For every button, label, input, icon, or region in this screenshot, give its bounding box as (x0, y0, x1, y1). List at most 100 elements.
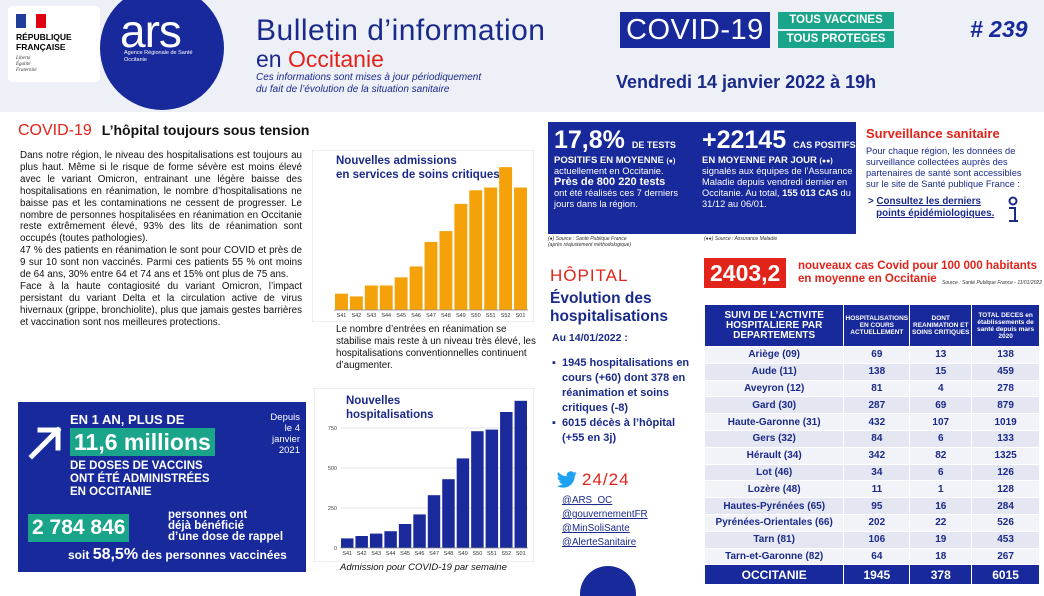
hopital-subtitle: Évolution des hospitalisations (550, 290, 668, 325)
chart-bar (456, 458, 470, 548)
vacc-line1: TOUS VACCINES (789, 14, 883, 26)
hospitalisations-chart: 0 250 500 750 S41 S42 S43 S44 S45 S46 S47 S48 S49 S50… (314, 388, 534, 562)
chart-bar (424, 241, 438, 310)
table-cell: 4 (909, 379, 973, 398)
table-cell: 128 (971, 480, 1040, 499)
twitter-row: 24/24 (556, 470, 630, 490)
table-total-cell: 1945 (843, 564, 911, 586)
section-heading: COVID-19 L’hôpital toujours sous tension (18, 122, 309, 140)
paragraph: Face à la haute contagiosité du variant … (20, 280, 302, 328)
vax-booster-label: personnes ont déjà bénéficié d’une dose … (168, 509, 284, 543)
table-cell: 95 (843, 497, 911, 515)
table-total-cell: 6015 (971, 564, 1040, 586)
x-tick-label: S41 (342, 551, 352, 557)
twitter-link[interactable]: @AlerteSanitaire (562, 537, 637, 548)
vacc-line2: TOUS PROTEGES (778, 29, 894, 48)
table-cell: Tarn-et-Garonne (82) (703, 547, 845, 566)
y-tick-label: 750 (328, 426, 337, 432)
chart-bar (499, 167, 513, 310)
table-cell: Hérault (34) (703, 446, 845, 465)
twitter-link[interactable]: @MinSoliSante (562, 523, 630, 534)
x-tick-label: S44 (381, 313, 391, 319)
table-cell: Haute-Garonne (31) (703, 413, 845, 431)
x-tick-label: S50 (472, 551, 482, 557)
surveillance-link-1[interactable]: Consultez les derniers (876, 196, 981, 207)
table-row: Aveyron (12) 81 4 278 (703, 379, 1040, 398)
twitter-link[interactable]: @ARS_OC (562, 495, 613, 506)
surveillance-link-2[interactable]: points épidémiologiques. (876, 208, 995, 219)
table-cell: Aveyron (12) (703, 379, 845, 398)
y-tick-label: 500 (328, 466, 337, 472)
header-band: RÉPUBLIQUE FRANÇAISE Liberté Égalité Frat… (0, 0, 1044, 112)
table-header: HOSPITALISATIONS EN COURS ACTUELLEMENT (843, 304, 911, 347)
table-cell: 284 (971, 497, 1040, 515)
subtitle-line2: du fait de l’évolution de la situation s… (256, 84, 450, 95)
list-item: 6015 décès à l’hôpital (+55 en 3j) (552, 416, 692, 446)
chart-bar (442, 479, 455, 548)
table-total-cell: OCCITANIE (703, 564, 845, 586)
hopital-list: 1945 hospitalisations en cours (+60) don… (552, 356, 692, 446)
table-cell: 106 (843, 530, 911, 549)
twitter-link[interactable]: @gouvernementFR (562, 509, 648, 520)
kpi-positivity-value: 17,8% (554, 126, 625, 154)
x-tick-label: S47 (426, 313, 436, 319)
chart-bar (398, 524, 412, 548)
surveillance-text: Pour chaque région, les données de surve… (866, 146, 1022, 189)
table-cell: 64 (843, 547, 911, 566)
x-tick-label: S43 (371, 551, 381, 557)
twitter-bird-icon (556, 471, 577, 488)
chart-bar (379, 285, 393, 310)
table-cell: 133 (971, 429, 1040, 448)
decorative-arc (580, 566, 636, 596)
table-cell: 453 (971, 530, 1040, 549)
french-flag-icon (16, 14, 46, 28)
table-header: DONT REANIMATION ET SOINS CRITIQUES (909, 304, 973, 347)
x-tick-label: S47 (429, 551, 439, 557)
table-cell: 84 (843, 429, 911, 448)
chart-bar (500, 412, 513, 548)
x-tick-label: S42 (357, 551, 367, 557)
x-tick-label: S49 (456, 313, 466, 319)
kpi-panel: 17,8% DE TESTS POSITIFS EN MOYENNE (●) a… (548, 122, 856, 234)
chart-bar (369, 533, 383, 548)
table-cell: 138 (843, 362, 911, 381)
table-header: TOTAL DECES en établissements de santé d… (971, 304, 1040, 347)
table-row: Ariège (09) 69 13 138 (703, 346, 1040, 364)
table-cell: Tarn (81) (703, 530, 845, 549)
table-cell: 69 (843, 346, 911, 364)
x-tick-label: S49 (458, 551, 468, 557)
vax-percent-line: soit 58,5% des personnes vaccinées (68, 546, 287, 564)
table-cell: 1 (909, 480, 973, 499)
kpi-cases-unit: CAS POSITIFS (793, 140, 856, 150)
table-cell: 287 (843, 396, 911, 415)
y-tick-label: 250 (328, 506, 337, 512)
table-row: Gers (32) 84 6 133 (703, 429, 1040, 448)
chart-bar (409, 266, 423, 310)
table-cell: 69 (909, 396, 973, 415)
rf-line2: FRANÇAISE (16, 42, 66, 52)
table-cell: 6 (909, 429, 973, 448)
covid-label: COVID-19 (620, 12, 770, 48)
x-tick-label: S01 (516, 313, 526, 319)
table-cell: 432 (843, 413, 911, 431)
table-cell: 278 (971, 379, 1040, 398)
surveillance-link[interactable]: > Consultez les derniers points épidémio… (868, 196, 995, 219)
rf-motto: Liberté Égalité Fraternité (16, 56, 37, 73)
table-cell: 16 (909, 497, 973, 515)
bulletin-subtitle: Ces informations sont mises à jour pério… (256, 72, 481, 96)
table-cell: 138 (971, 346, 1040, 364)
table-cell: 82 (909, 446, 973, 465)
kpi-cases: +22145 CAS POSITIFS EN MOYENNE PAR JOUR … (702, 126, 856, 209)
table-cell: Gers (32) (703, 429, 845, 448)
x-tick-label: S45 (400, 551, 410, 557)
chart-bar (485, 429, 499, 548)
kpi-cases-text: signalés aux équipes de l’Assurance Mala… (702, 166, 853, 198)
section-title: L’hôpital toujours sous tension (101, 122, 310, 138)
table-cell: 13 (909, 346, 973, 364)
table-cell: 107 (909, 413, 973, 431)
chart-bar (469, 190, 483, 310)
chart-bar (454, 203, 468, 310)
hopital-title: HÔPITAL (550, 266, 629, 285)
y-tick-label: 0 (334, 546, 337, 552)
table-cell: 11 (843, 480, 911, 499)
